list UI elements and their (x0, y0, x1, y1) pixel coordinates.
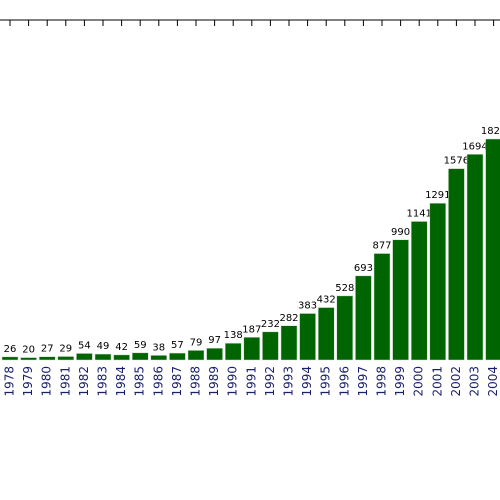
value-label: 97 (208, 335, 221, 346)
value-label: 1576 (444, 156, 469, 167)
bar (336, 295, 354, 361)
value-label: 42 (115, 342, 128, 353)
x-tick-label: 1979 (21, 366, 35, 397)
bar (94, 353, 112, 361)
x-tick-label: 1992 (263, 366, 277, 397)
bar (485, 138, 500, 361)
value-label: 54 (78, 340, 91, 351)
x-tick-label: 1999 (393, 366, 407, 397)
bar (169, 352, 186, 361)
x-tick-label: 1986 (151, 366, 165, 397)
x-tick-label: 2001 (430, 366, 444, 397)
x-tick-label: 1980 (40, 366, 54, 397)
value-label: 187 (242, 324, 261, 335)
value-label: 138 (224, 330, 243, 341)
x-tick-label: 1991 (244, 366, 258, 397)
x-tick-label: 1981 (58, 366, 72, 397)
x-tick-label: 1983 (96, 366, 110, 397)
value-label: 693 (354, 263, 373, 274)
value-label: 1694 (462, 141, 487, 152)
bar (76, 353, 93, 361)
x-tick-label: 2004 (486, 366, 500, 397)
x-tick-label: 1988 (189, 366, 203, 397)
bar (187, 350, 205, 361)
bar (20, 357, 37, 361)
bar (113, 354, 130, 361)
x-tick-label: 2002 (449, 366, 463, 397)
value-label: 59 (134, 340, 147, 351)
value-label: 877 (372, 241, 391, 252)
x-tick-label: 1994 (300, 366, 314, 397)
bar (224, 342, 242, 361)
x-tick-label: 1987 (170, 366, 184, 397)
value-label: 20 (22, 345, 35, 356)
bar (392, 239, 409, 361)
bar (206, 347, 223, 361)
x-tick-label: 1982 (77, 366, 91, 397)
bar (243, 337, 261, 361)
bar (131, 352, 149, 361)
bar (1, 356, 19, 361)
x-tick-label: 1985 (133, 366, 147, 397)
value-label: 990 (391, 227, 410, 238)
value-label: 1291 (425, 190, 450, 201)
value-label: 49 (97, 341, 110, 352)
bar (355, 275, 372, 361)
value-label: 232 (261, 319, 280, 330)
bar (466, 154, 484, 361)
bar (262, 331, 279, 361)
x-tick-label: 1996 (337, 366, 351, 397)
x-tick-label: 2000 (412, 366, 426, 397)
value-label: 29 (59, 343, 72, 354)
x-tick-label: 1998 (375, 366, 389, 397)
value-label: 528 (335, 283, 354, 294)
x-tick-label: 1990 (226, 366, 240, 397)
bar (150, 355, 168, 361)
bar (57, 356, 75, 361)
value-label: 27 (41, 344, 54, 355)
bar (317, 307, 335, 361)
value-label: 1141 (406, 208, 431, 219)
value-label: 1820 (481, 126, 500, 137)
bar (373, 253, 391, 361)
bar (299, 313, 316, 361)
value-label: 57 (171, 340, 184, 351)
value-label: 282 (279, 313, 298, 324)
bar (448, 168, 465, 361)
x-tick-label: 1993 (282, 366, 296, 397)
x-tick-label: 1984 (114, 366, 128, 397)
bar (410, 221, 428, 361)
x-tick-label: 1997 (356, 366, 370, 397)
value-label: 383 (298, 300, 317, 311)
value-label: 79 (190, 337, 203, 348)
bar (429, 202, 447, 361)
value-label: 38 (152, 342, 165, 353)
x-tick-label: 2003 (468, 366, 482, 397)
value-label: 432 (317, 295, 336, 306)
bar (280, 325, 298, 361)
x-tick-label: 1995 (319, 366, 333, 397)
value-label: 26 (4, 344, 17, 355)
x-tick-label: 1978 (3, 366, 17, 397)
x-tick-label: 1989 (207, 366, 221, 397)
bar (38, 356, 56, 361)
